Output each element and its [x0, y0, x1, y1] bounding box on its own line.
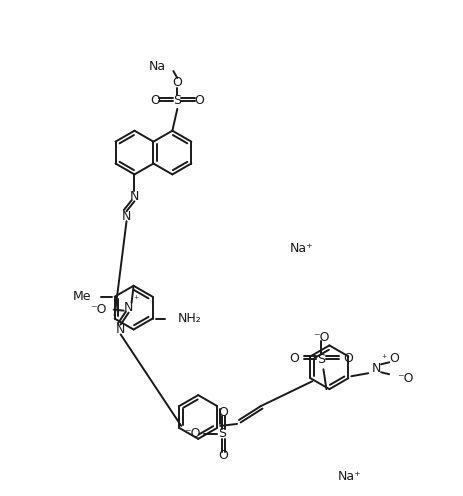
Text: O: O: [343, 352, 352, 365]
Text: NH₂: NH₂: [177, 312, 200, 325]
Text: S: S: [173, 94, 181, 108]
Text: O: O: [289, 352, 299, 365]
Text: ⁻O: ⁻O: [313, 331, 329, 344]
Text: O: O: [218, 406, 227, 419]
Text: O: O: [218, 449, 227, 462]
Text: Na⁺: Na⁺: [289, 242, 313, 254]
Text: ⁻O: ⁻O: [90, 303, 106, 316]
Text: Me: Me: [72, 290, 91, 303]
Text: N: N: [122, 210, 131, 223]
Text: ⁺: ⁺: [381, 354, 386, 365]
Text: Na: Na: [148, 60, 165, 72]
Text: N: N: [130, 190, 139, 203]
Text: O: O: [150, 94, 160, 108]
Text: ⁻O: ⁻O: [183, 428, 200, 440]
Text: N: N: [371, 362, 380, 375]
Text: O: O: [388, 352, 398, 365]
Text: N: N: [116, 323, 125, 336]
Text: S: S: [218, 428, 225, 440]
Text: ⁺: ⁺: [133, 295, 138, 305]
Text: S: S: [317, 353, 325, 366]
Text: Na⁺: Na⁺: [337, 470, 360, 483]
Text: O: O: [172, 76, 182, 89]
Text: N: N: [124, 301, 133, 314]
Text: ⁻O: ⁻O: [396, 372, 413, 385]
Text: O: O: [194, 94, 204, 108]
